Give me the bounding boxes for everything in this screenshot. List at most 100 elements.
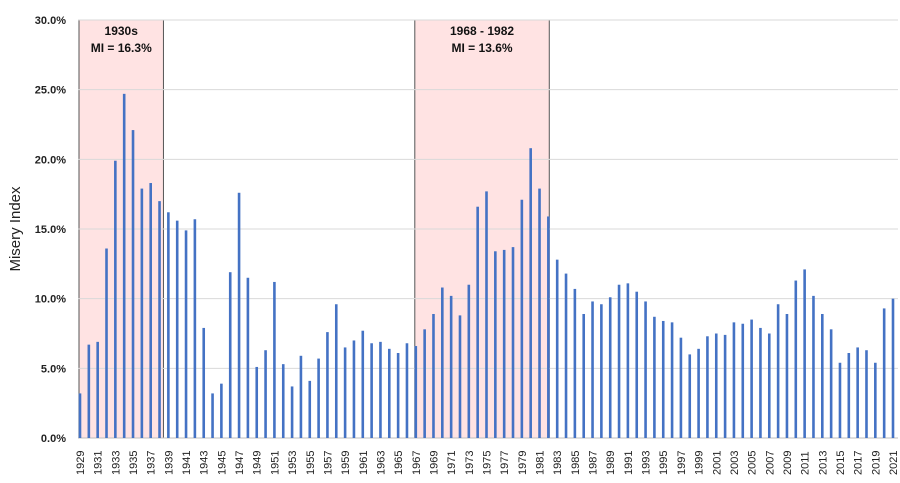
bar-1977 — [502, 249, 506, 438]
x-tick-label: 1973 — [464, 451, 476, 475]
x-tick-label: 1951 — [269, 451, 281, 475]
bar-1993 — [644, 301, 647, 438]
bar-2017 — [856, 347, 859, 438]
bar-1983 — [555, 259, 559, 438]
x-tick-label: 2011 — [800, 451, 812, 475]
bar-1985 — [573, 288, 577, 438]
bar-1998 — [688, 354, 692, 438]
x-tick-label: 1989 — [605, 451, 617, 475]
box-label-title: 1968 - 1982 — [450, 24, 514, 38]
bar-2016 — [847, 353, 851, 438]
bar-1954 — [299, 355, 303, 438]
bar-1970 — [441, 287, 444, 438]
bar-1976 — [494, 251, 497, 438]
bar-1965 — [396, 353, 400, 438]
bar-1930 — [87, 344, 91, 438]
box-labels: 1930s MI = 16.3% 1968 - 1982 MI = 13.6% — [91, 24, 515, 55]
bar-1952 — [281, 364, 285, 438]
bar-1964 — [387, 348, 391, 438]
bar-1946 — [228, 272, 232, 438]
bar-1992 — [635, 291, 639, 438]
x-tick-label: 1965 — [393, 451, 405, 475]
bar-2011 — [803, 269, 806, 438]
box-label-value: MI = 13.6% — [452, 41, 513, 55]
bar-1995 — [661, 320, 665, 438]
x-tick-label: 2013 — [817, 451, 829, 475]
bar-1936 — [140, 188, 144, 438]
x-tick-label: 1983 — [552, 451, 564, 475]
y-tick-label: 20.0% — [35, 154, 66, 166]
x-tick-label: 2021 — [888, 451, 900, 475]
bar-1987 — [591, 301, 594, 438]
bar-1978 — [511, 247, 515, 438]
x-tick-label: 1997 — [676, 451, 688, 475]
x-tick-label: 1939 — [163, 451, 175, 475]
bar-1934 — [122, 93, 126, 438]
x-tick-label: 1935 — [128, 451, 140, 475]
bar-1947 — [237, 192, 241, 438]
x-tick-label: 1953 — [287, 451, 299, 475]
bar-1959 — [343, 347, 347, 438]
bar-1941 — [184, 230, 188, 438]
y-tick-label: 30.0% — [35, 15, 66, 27]
bar-1953 — [290, 386, 294, 438]
bar-1975 — [485, 191, 488, 438]
bar-1950 — [264, 350, 267, 438]
y-tick-label: 5.0% — [41, 363, 66, 375]
y-tick-label: 15.0% — [35, 224, 66, 236]
bar-1997 — [679, 337, 683, 438]
bar-2018 — [865, 350, 868, 438]
x-tick-label: 2005 — [747, 451, 759, 475]
bar-1944 — [211, 393, 214, 438]
bar-2005 — [750, 319, 753, 438]
x-tick-label: 1977 — [499, 451, 511, 475]
bar-1938 — [158, 201, 161, 438]
bar-1969 — [432, 313, 435, 438]
y-tick-label: 0.0% — [41, 433, 66, 445]
bar-2013 — [821, 313, 824, 438]
x-tick-label: 1993 — [641, 451, 653, 475]
bar-1972 — [458, 315, 462, 438]
y-axis-ticks: 0.0% 5.0% 10.0% 15.0% 20.0% 25.0% 30.0% — [35, 15, 66, 445]
bar-2019 — [874, 362, 877, 438]
bar-2006 — [759, 327, 762, 438]
x-tick-label: 1979 — [517, 451, 529, 475]
bar-1958 — [334, 304, 338, 438]
bar-1966 — [405, 343, 409, 438]
x-tick-label: 1985 — [570, 451, 582, 475]
bar-2020 — [882, 308, 886, 438]
bar-1996 — [670, 322, 674, 438]
bar-1974 — [476, 206, 479, 438]
bar-1981 — [538, 188, 541, 438]
bar-1980 — [529, 148, 532, 439]
bar-1989 — [608, 297, 612, 438]
x-tick-label: 2003 — [729, 451, 741, 475]
bar-1932 — [105, 248, 108, 438]
x-tick-label: 2019 — [870, 451, 882, 475]
y-tick-label: 10.0% — [35, 294, 66, 306]
x-tick-label: 1937 — [146, 451, 158, 475]
bar-1961 — [361, 330, 365, 438]
x-tick-label: 1991 — [623, 451, 635, 475]
bar-1982 — [547, 216, 550, 438]
bar-2008 — [776, 304, 780, 438]
x-tick-label: 1981 — [535, 451, 547, 475]
bar-1948 — [246, 277, 250, 438]
bar-1962 — [370, 343, 373, 438]
bar-2002 — [723, 334, 727, 438]
x-tick-label: 1957 — [322, 451, 334, 475]
bar-1942 — [193, 219, 197, 438]
bar-2003 — [732, 322, 736, 438]
bar-1960 — [352, 340, 356, 438]
x-tick-label: 1969 — [428, 451, 440, 475]
box-label-title: 1930s — [105, 24, 139, 38]
x-tick-label: 1963 — [375, 451, 387, 475]
bar-1937 — [149, 183, 152, 438]
y-tick-label: 25.0% — [35, 85, 66, 97]
x-tick-label: 1955 — [305, 451, 317, 475]
bar-1991 — [626, 283, 630, 438]
x-tick-label: 1975 — [482, 451, 494, 475]
bar-1999 — [697, 348, 700, 438]
bar-1979 — [520, 199, 524, 438]
